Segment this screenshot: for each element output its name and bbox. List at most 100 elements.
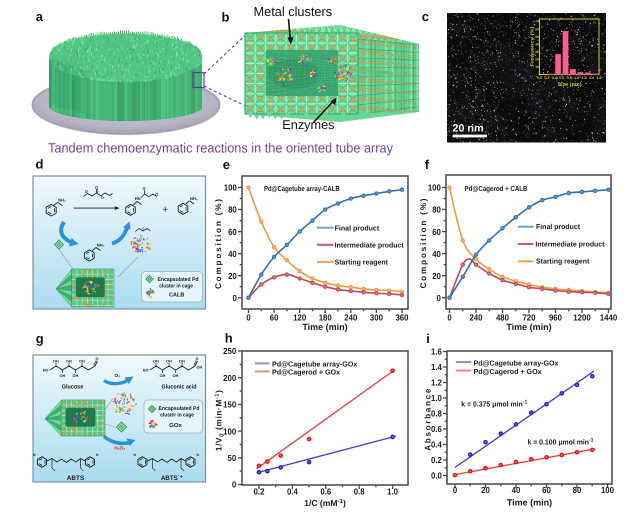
svg-text:1200: 1200	[573, 312, 591, 322]
svg-text:Time (min): Time (min)	[302, 322, 347, 332]
svg-text:40: 40	[512, 485, 521, 495]
svg-text:480: 480	[496, 312, 509, 322]
svg-text:OH: OH	[66, 360, 72, 364]
svg-text:O: O	[101, 195, 104, 200]
svg-text:80: 80	[432, 205, 441, 215]
svg-text:0.6: 0.6	[431, 424, 442, 434]
svg-text:70: 70	[535, 20, 539, 24]
svg-text:cluster in cage: cluster in cage	[159, 284, 193, 290]
svg-text:OH: OH	[73, 374, 79, 378]
svg-text:20 nm: 20 nm	[453, 123, 484, 135]
svg-text:Encapsulated Pd: Encapsulated Pd	[158, 277, 199, 283]
svg-text:Pd@Cagerod + GOx: Pd@Cagerod + GOx	[272, 367, 340, 376]
svg-text:Pd@Cagetube array-GOx: Pd@Cagetube array-GOx	[272, 359, 357, 368]
svg-text:Time (min): Time (min)	[506, 322, 551, 332]
svg-text:80: 80	[573, 485, 582, 495]
svg-text:Enzymes: Enzymes	[282, 118, 334, 132]
svg-text:O: O	[95, 185, 98, 190]
svg-text:Gluconic acid: Gluconic acid	[162, 383, 197, 390]
svg-text:Pd@Cagerod + GOx: Pd@Cagerod + GOx	[474, 367, 542, 376]
svg-text:20: 20	[535, 58, 539, 62]
svg-text:0: 0	[246, 312, 250, 322]
svg-text:Composition (%): Composition (%)	[419, 198, 428, 288]
svg-text:OH: OH	[79, 360, 85, 364]
svg-text:Frequency (%): Frequency (%)	[530, 26, 535, 67]
svg-text:OH: OH	[166, 360, 172, 364]
svg-text:Pd@Cagerod + CALB: Pd@Cagerod + CALB	[465, 184, 528, 193]
svg-text:0.6: 0.6	[320, 487, 331, 497]
svg-text:Intermediate product: Intermediate product	[535, 240, 605, 249]
svg-text:HN: HN	[135, 196, 141, 201]
svg-text:50: 50	[535, 35, 539, 39]
svg-text:0.8: 0.8	[354, 487, 365, 497]
svg-text:60: 60	[542, 485, 551, 495]
svg-text:40: 40	[535, 42, 539, 46]
svg-text:360: 360	[395, 312, 408, 322]
svg-text:80: 80	[228, 205, 237, 215]
svg-text:1.0: 1.0	[431, 393, 442, 403]
svg-text:Starting reagent: Starting reagent	[335, 258, 389, 267]
svg-text:N: N	[197, 453, 200, 457]
svg-text:250: 250	[223, 346, 236, 356]
svg-text:O: O	[143, 186, 146, 191]
svg-text:Pd@Cagetube array-GOx: Pd@Cagetube array-GOx	[474, 358, 559, 367]
svg-text:Size (nm): Size (nm)	[558, 82, 582, 88]
svg-text:c: c	[422, 9, 429, 24]
svg-text:1.2: 1.2	[582, 76, 587, 80]
svg-text:1.0: 1.0	[387, 487, 398, 497]
svg-text:OH: OH	[153, 360, 159, 364]
svg-text:h: h	[225, 331, 233, 346]
svg-text:NH₂: NH₂	[58, 197, 66, 202]
svg-text:e: e	[223, 157, 230, 172]
svg-text:20: 20	[228, 271, 237, 281]
svg-text:100: 100	[601, 485, 614, 495]
svg-text:OH: OH	[160, 374, 166, 378]
svg-text:Absorbance: Absorbance	[424, 388, 433, 451]
svg-text:k = 0.375 μmol min-1: k = 0.375 μmol min-1	[461, 399, 527, 409]
svg-text:50: 50	[227, 453, 236, 463]
svg-text:30: 30	[535, 50, 539, 54]
svg-text:Metal clusters: Metal clusters	[254, 4, 333, 19]
svg-text:i: i	[426, 331, 430, 346]
svg-text:0.4: 0.4	[431, 440, 442, 450]
svg-text:1/V0 (min·M-1): 1/V0 (min·M-1)	[215, 390, 226, 451]
svg-text:1.4: 1.4	[589, 76, 595, 80]
svg-text:Tandem chemoenzymatic reaction: Tandem chemoenzymatic reactions in the o…	[48, 141, 393, 156]
svg-text:Composition (%): Composition (%)	[214, 199, 223, 289]
svg-text:OH: OH	[60, 374, 66, 378]
svg-text:N: N	[96, 453, 99, 457]
svg-text:OH: OH	[197, 366, 203, 370]
svg-text:0.4: 0.4	[287, 487, 298, 497]
svg-text:60: 60	[228, 227, 237, 237]
svg-text:a: a	[36, 9, 44, 24]
svg-text:b: b	[222, 9, 230, 24]
svg-text:120: 120	[293, 312, 306, 322]
svg-text:NH₂: NH₂	[97, 243, 105, 248]
svg-text:d: d	[36, 157, 44, 172]
svg-text:OH: OH	[173, 374, 179, 378]
svg-text:1.6: 1.6	[431, 347, 442, 357]
svg-text:0.2: 0.2	[431, 455, 442, 465]
svg-text:Encapsulated Pd: Encapsulated Pd	[159, 406, 200, 412]
svg-text:0.2: 0.2	[254, 487, 265, 497]
svg-text:1440: 1440	[600, 312, 618, 322]
svg-text:OH: OH	[179, 360, 185, 364]
svg-text:ABTS˙⁺: ABTS˙⁺	[161, 475, 184, 482]
svg-text:10: 10	[535, 65, 539, 69]
svg-text:O: O	[96, 357, 99, 361]
svg-text:O: O	[85, 189, 88, 194]
svg-text:NH₂: NH₂	[190, 196, 198, 201]
svg-text:300: 300	[370, 312, 383, 322]
svg-text:Glucose: Glucose	[62, 383, 84, 390]
svg-text:0.6: 0.6	[559, 76, 564, 80]
svg-text:N: N	[134, 453, 137, 457]
svg-text:O: O	[196, 357, 199, 361]
svg-text:f: f	[425, 157, 430, 172]
svg-text:20: 20	[432, 271, 441, 281]
svg-text:0.4: 0.4	[552, 76, 558, 80]
svg-text:g: g	[36, 331, 44, 346]
svg-text:240: 240	[469, 312, 482, 322]
svg-text:k = 0.100 μmol min-1: k = 0.100 μmol min-1	[528, 437, 594, 447]
svg-text:240: 240	[344, 312, 357, 322]
svg-text:0: 0	[453, 485, 457, 495]
